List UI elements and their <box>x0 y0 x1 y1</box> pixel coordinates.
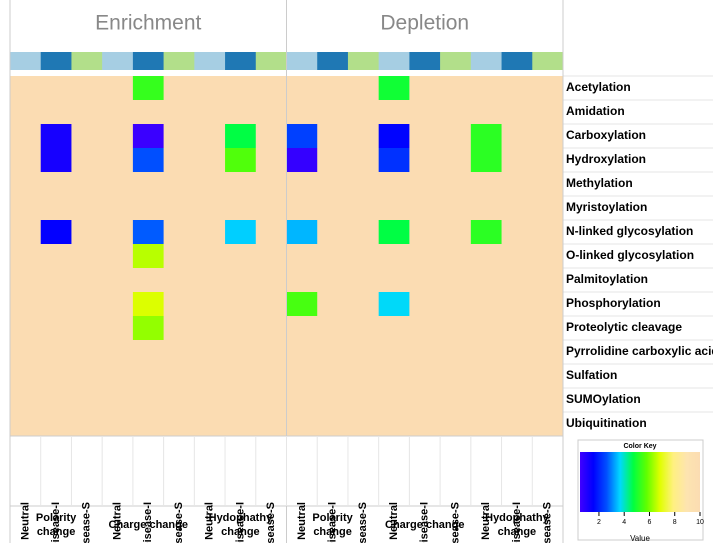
column-color <box>378 52 410 70</box>
column-color <box>286 52 318 70</box>
column-color <box>347 52 379 70</box>
column-color <box>40 52 72 70</box>
column-color <box>71 52 103 70</box>
column-label: Neutral <box>204 502 216 540</box>
column-label: Disease-S <box>449 502 461 543</box>
column-label: Neutral <box>19 502 31 540</box>
row-label: Hydroxylation <box>566 152 646 166</box>
color-key-tick-label: 4 <box>622 519 626 526</box>
column-color <box>194 52 226 70</box>
heatmap-cell <box>132 76 164 100</box>
column-label: Disease-S <box>542 502 554 543</box>
column-label: Disease-I <box>511 502 523 543</box>
heatmap-cell <box>132 148 164 172</box>
column-color <box>163 52 195 70</box>
column-label: Disease-I <box>419 502 431 543</box>
heatmap-cell <box>132 124 164 148</box>
group-label: Charge change <box>108 519 188 531</box>
column-label: Disease-S <box>357 502 369 543</box>
column-color <box>132 52 164 70</box>
heatmap-cell <box>132 244 164 268</box>
row-label: Palmitoylation <box>566 272 648 286</box>
column-color <box>10 52 42 70</box>
heatmap-cell <box>286 124 318 148</box>
column-color <box>440 52 472 70</box>
panel-title: Depletion <box>380 12 469 35</box>
column-color <box>225 52 257 70</box>
column-color <box>470 52 502 70</box>
column-label: Disease-I <box>142 502 154 543</box>
heatmap-cell <box>40 124 72 148</box>
heatmap-cell <box>225 148 256 172</box>
heatmap-cell <box>132 292 164 316</box>
column-label: Disease-I <box>50 502 62 543</box>
heatmap-cell <box>225 124 256 148</box>
column-label: Neutral <box>388 502 400 540</box>
heatmap-cell <box>470 148 502 172</box>
heatmap-cell <box>378 124 410 148</box>
color-key-tick-label: 10 <box>696 519 704 526</box>
group-label: Polarity change <box>312 512 353 538</box>
panel-title: Enrichment <box>95 12 201 35</box>
column-color <box>317 52 349 70</box>
column-label: Disease-S <box>173 502 185 543</box>
column-color <box>409 52 441 70</box>
group-label: Hydophathy change <box>208 512 273 538</box>
heatmap-cell <box>470 220 502 244</box>
row-label: Amidation <box>566 104 625 118</box>
row-label: Ubiquitination <box>566 416 647 430</box>
column-label: Disease-I <box>234 502 246 543</box>
color-key-title: Color Key <box>623 443 656 450</box>
row-label: Methylation <box>566 176 633 190</box>
row-label: Acetylation <box>566 80 631 94</box>
column-color <box>532 52 564 70</box>
heatmap-cell <box>132 220 164 244</box>
column-color <box>255 52 287 70</box>
row-label: Proteolytic cleavage <box>566 320 682 334</box>
row-label: Carboxylation <box>566 128 646 142</box>
row-label: Sulfation <box>566 368 617 382</box>
heatmap-cell <box>225 220 256 244</box>
heatmap-cell <box>40 148 72 172</box>
color-key-bar <box>580 452 700 512</box>
row-label: Myristoylation <box>566 200 647 214</box>
group-label: Polarity change <box>35 512 77 538</box>
heatmap-cell <box>286 220 318 244</box>
color-key-tick-label: 2 <box>597 519 601 526</box>
color-key-tick-label: 8 <box>673 519 677 526</box>
heatmap-cell <box>378 76 410 100</box>
heatmap-cell <box>286 148 318 172</box>
color-key-tick-label: 6 <box>648 519 652 526</box>
heatmap-cell <box>286 292 318 316</box>
heatmap-cell <box>378 292 410 316</box>
column-label: Disease-S <box>81 502 93 543</box>
column-label: Disease-I <box>326 502 338 543</box>
column-color <box>501 52 533 70</box>
column-color <box>102 52 134 70</box>
row-label: Pyrrolidine carboxylic acid <box>566 344 713 358</box>
column-label: Disease-S <box>265 502 277 543</box>
row-label: N-linked glycosylation <box>566 224 693 238</box>
row-label: O-linked glycosylation <box>566 248 694 262</box>
column-label: Neutral <box>480 502 492 540</box>
color-key-xlabel: Value <box>630 534 650 543</box>
heatmap-cell <box>40 220 72 244</box>
heatmap-cell <box>470 124 502 148</box>
heatmap-cell <box>378 220 410 244</box>
heatmap-cell <box>378 148 410 172</box>
row-label: Phosphorylation <box>566 296 661 310</box>
column-label: Neutral <box>296 502 308 540</box>
column-label: Neutral <box>111 502 123 540</box>
group-label: Charge change <box>385 519 465 531</box>
row-label: SUMOylation <box>566 392 641 406</box>
heatmap-cell <box>132 316 164 340</box>
group-label: Hydophathy change <box>485 512 549 538</box>
